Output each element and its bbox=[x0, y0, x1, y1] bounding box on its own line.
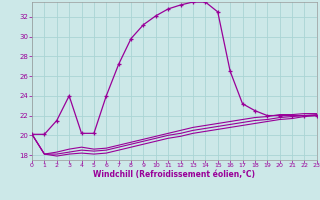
X-axis label: Windchill (Refroidissement éolien,°C): Windchill (Refroidissement éolien,°C) bbox=[93, 170, 255, 179]
